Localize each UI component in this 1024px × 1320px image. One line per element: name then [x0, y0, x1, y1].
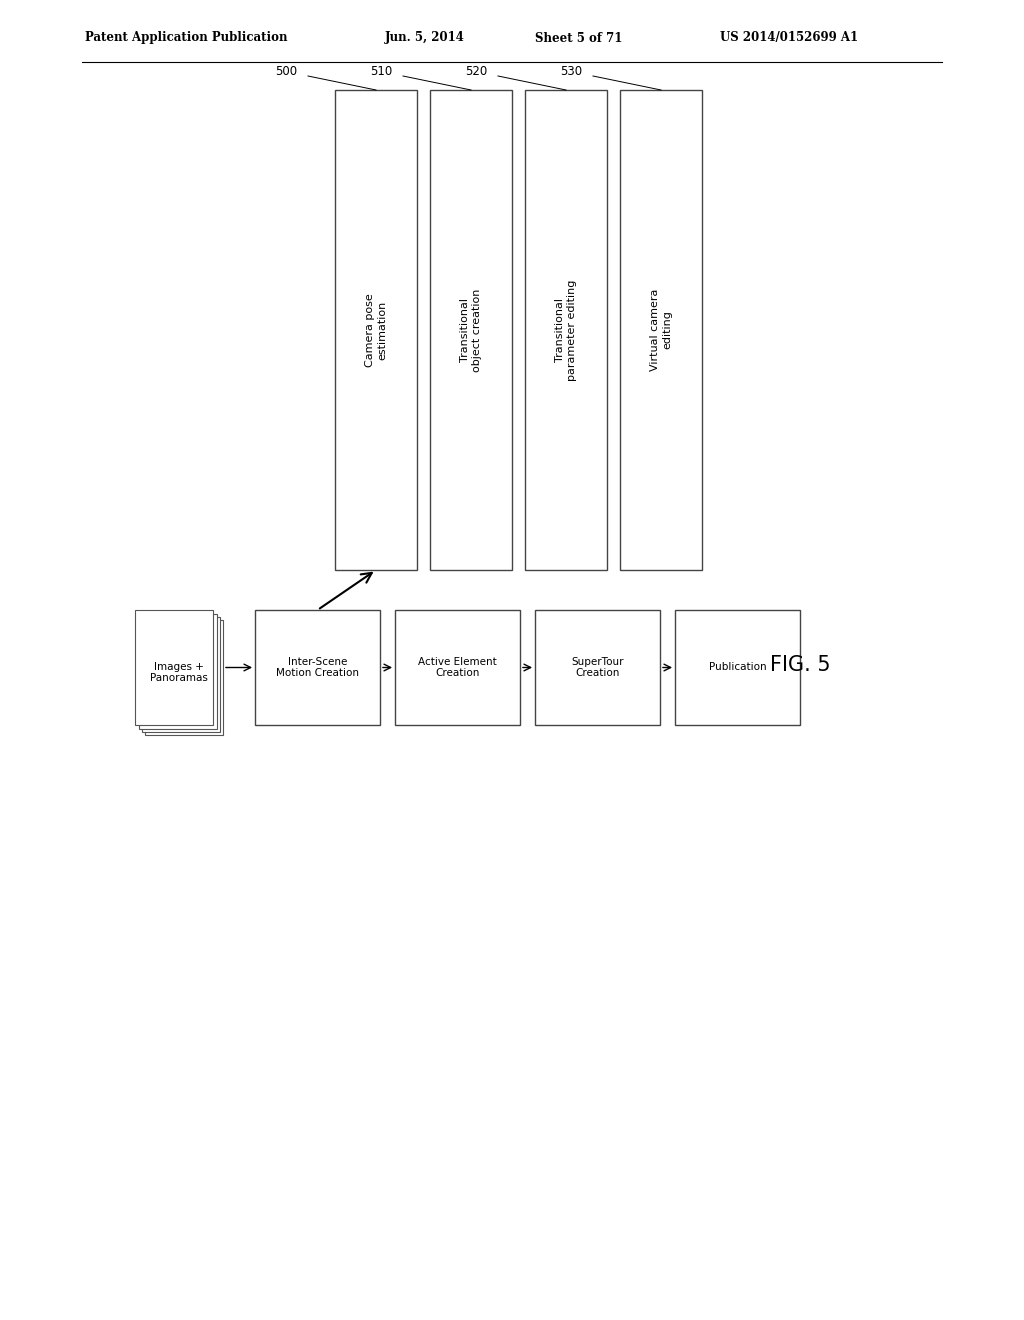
Text: FIG. 5: FIG. 5: [770, 655, 830, 675]
Text: Transitional
object creation: Transitional object creation: [460, 288, 482, 372]
Text: 500: 500: [275, 65, 297, 78]
Text: Patent Application Publication: Patent Application Publication: [85, 32, 288, 45]
Text: Virtual camera
editing: Virtual camera editing: [650, 289, 672, 371]
Bar: [139, 614, 217, 729]
Bar: [142, 616, 220, 733]
Bar: [395, 610, 520, 725]
Text: Camera pose
estimation: Camera pose estimation: [365, 293, 387, 367]
Text: 510: 510: [370, 65, 392, 78]
Text: Transitional
parameter editing: Transitional parameter editing: [555, 280, 578, 380]
Bar: [675, 610, 800, 725]
Text: Inter-Scene
Motion Creation: Inter-Scene Motion Creation: [276, 657, 359, 678]
Bar: [430, 90, 512, 570]
Bar: [620, 90, 702, 570]
Bar: [525, 90, 607, 570]
Text: Jun. 5, 2014: Jun. 5, 2014: [385, 32, 465, 45]
Bar: [135, 610, 213, 725]
Text: Publication: Publication: [709, 663, 766, 672]
Text: 530: 530: [560, 65, 582, 78]
Text: Sheet 5 of 71: Sheet 5 of 71: [535, 32, 623, 45]
Text: Active Element
Creation: Active Element Creation: [418, 657, 497, 678]
Text: US 2014/0152699 A1: US 2014/0152699 A1: [720, 32, 858, 45]
Bar: [255, 610, 380, 725]
Text: SuperTour
Creation: SuperTour Creation: [571, 657, 624, 678]
Bar: [145, 620, 223, 735]
Text: 520: 520: [465, 65, 487, 78]
Bar: [535, 610, 660, 725]
Bar: [335, 90, 417, 570]
Text: Images +
Panoramas: Images + Panoramas: [151, 661, 208, 684]
